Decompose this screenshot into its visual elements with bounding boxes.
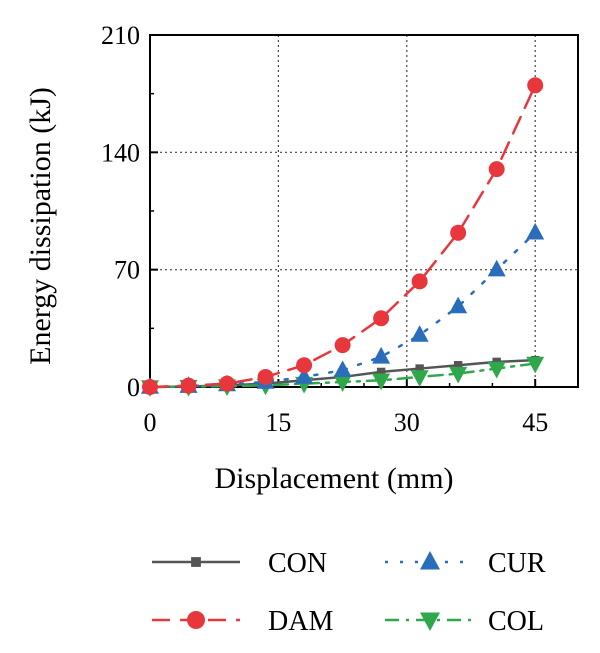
data-point-dam (219, 375, 236, 392)
series-cur (141, 222, 545, 394)
series-layer (141, 77, 545, 397)
data-point-cur (410, 325, 429, 342)
data-point-dam (527, 77, 544, 94)
y-tick-label: 0 (127, 373, 140, 402)
legend-item-col: COL (385, 606, 544, 637)
data-point-dam (411, 273, 428, 290)
x-tick-label: 0 (144, 408, 157, 437)
y-tick-label: 70 (114, 256, 140, 285)
y-tick-label: 210 (101, 21, 140, 50)
data-point-cur (487, 259, 506, 277)
y-tick-label: 140 (101, 138, 140, 167)
data-point-col (526, 356, 545, 374)
x-tick-label: 30 (394, 408, 420, 437)
data-point-dam (257, 368, 274, 385)
data-point-cur (372, 346, 391, 364)
data-point-col (410, 370, 429, 387)
data-point-dam (296, 357, 313, 374)
data-point-cur (333, 360, 352, 377)
data-point-dam (373, 310, 390, 327)
x-axis-title: Displacement (mm) (214, 462, 453, 495)
legend: CON CUR DAM COL (152, 548, 546, 637)
legend-item-dam: DAM (152, 606, 333, 637)
data-point-dam (450, 224, 467, 241)
data-point-col (333, 375, 352, 392)
axis-ticks: 0 15 30 45 0 70 140 210 (101, 21, 548, 437)
data-point-col (449, 366, 468, 384)
data-point-dam (488, 161, 505, 178)
legend-label-cur: CUR (488, 548, 546, 579)
legend-label-con: CON (268, 548, 327, 579)
x-tick-label: 15 (265, 408, 291, 437)
data-point-dam (142, 379, 158, 395)
legend-marker-cur (420, 551, 440, 570)
data-point-con (453, 361, 463, 370)
legend-label-col: COL (488, 606, 544, 637)
data-point-col (372, 373, 391, 391)
y-axis-title: Energy dissipation (kJ) (24, 87, 57, 365)
data-point-col (487, 361, 506, 379)
series-dam (142, 77, 544, 395)
data-point-cur (526, 222, 545, 240)
legend-item-con: CON (152, 548, 327, 579)
data-point-dam (334, 337, 351, 354)
legend-label-dam: DAM (268, 606, 333, 637)
legend-marker-con (191, 557, 201, 567)
grid-lines (150, 35, 578, 387)
data-point-cur (449, 296, 468, 314)
plot-frame (149, 34, 579, 388)
data-point-con (376, 367, 386, 377)
data-point-dam (180, 377, 197, 394)
legend-marker-dam (187, 611, 205, 629)
data-point-con (415, 364, 424, 373)
legend-marker-col (420, 612, 440, 631)
data-point-cur (295, 367, 314, 384)
x-tick-label: 45 (522, 408, 548, 437)
legend-item-cur: CUR (385, 548, 546, 579)
